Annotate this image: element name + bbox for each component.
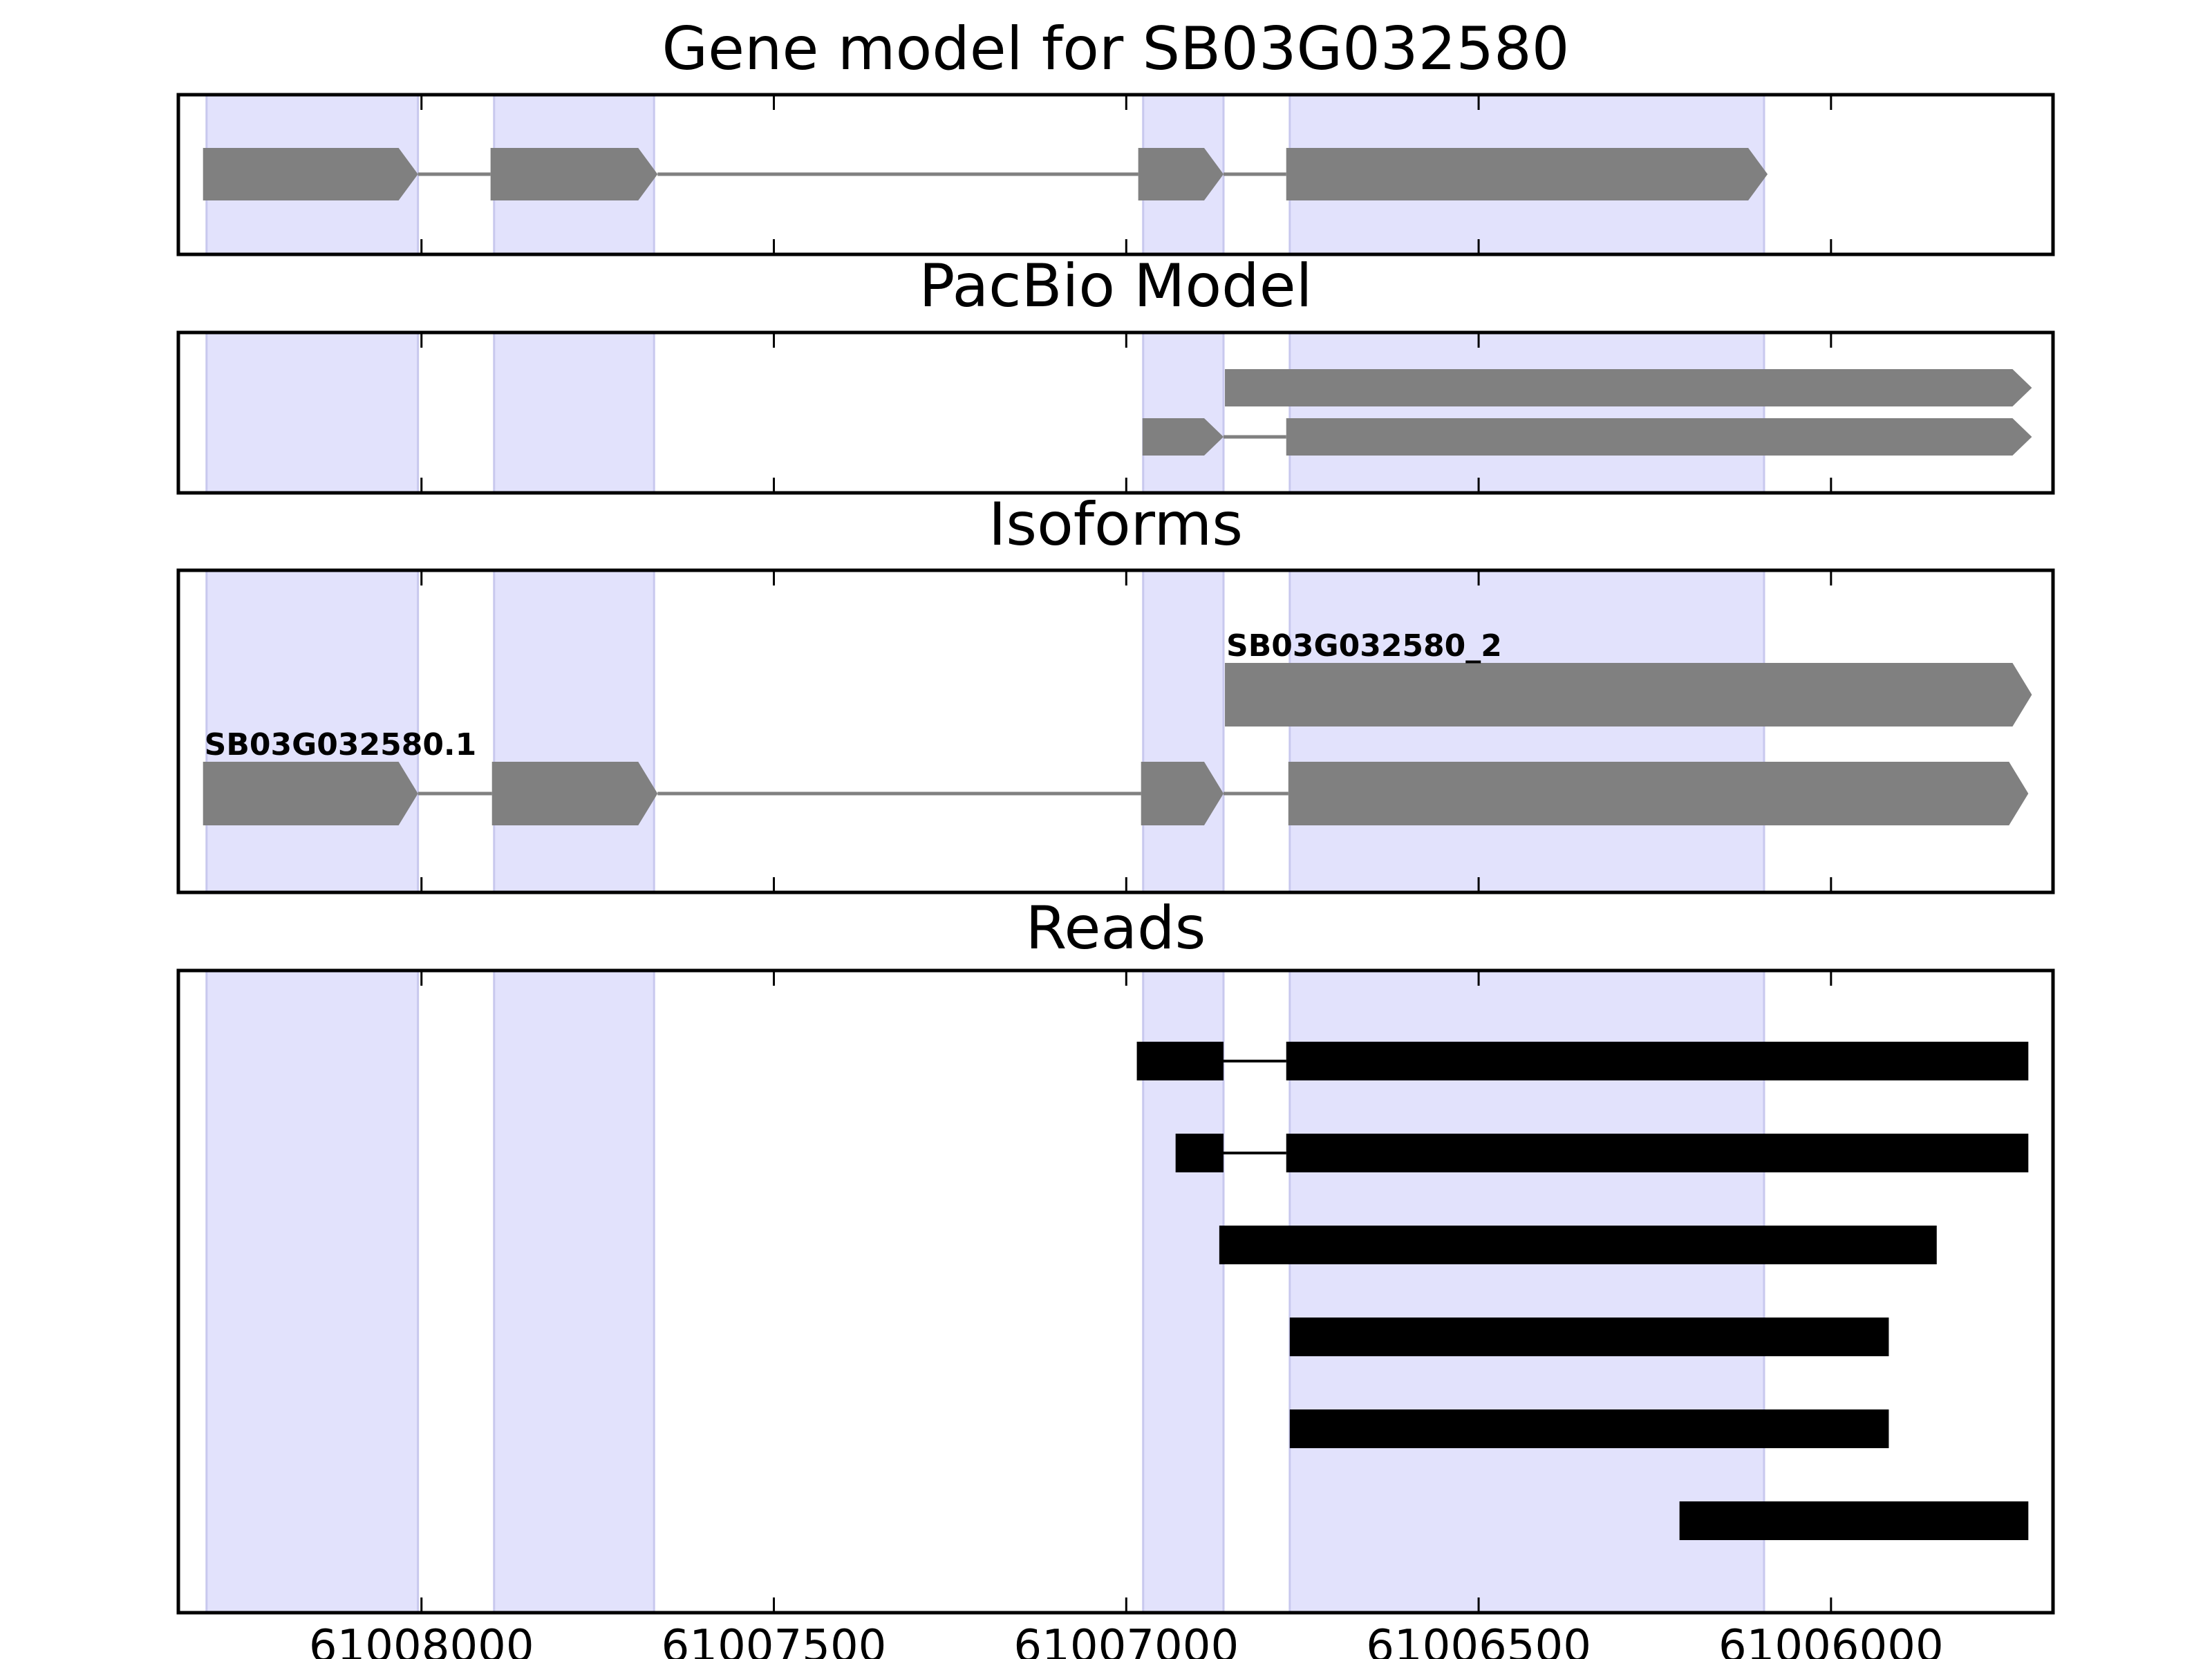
exon-shading-region <box>1142 331 1225 494</box>
exon-shading-region <box>205 969 420 1614</box>
panel-frame <box>176 968 2055 1615</box>
read-exon-block <box>1219 1226 1937 1264</box>
exon-arrow <box>1142 418 1224 456</box>
panel-title: Isoforms <box>988 490 1243 559</box>
panel-frame <box>176 330 2055 495</box>
panel-1: PacBio Model <box>176 252 2055 495</box>
exon-arrow <box>490 148 658 200</box>
exon-shading-region <box>1142 569 1225 894</box>
panel-frame <box>176 93 2055 256</box>
isoform-label: SB03G032580.1 <box>205 727 477 762</box>
exon-arrow <box>1225 663 2032 727</box>
panel-frame <box>176 568 2055 894</box>
exon-arrow <box>491 762 658 825</box>
exon-shading-region <box>493 569 655 894</box>
exon-arrow <box>1286 148 1768 200</box>
read-track <box>1175 1134 2029 1172</box>
read-exon-block <box>1175 1134 1224 1172</box>
read-exon-block <box>1136 1042 1224 1080</box>
read-track <box>1289 1318 1889 1356</box>
exon-shading-region <box>1288 569 1765 894</box>
read-exon-block <box>1679 1501 2029 1540</box>
exon-arrow <box>1138 148 1224 200</box>
exon-shading-region <box>1288 331 1765 494</box>
panel-0: Gene model for SB03G032580 <box>176 15 2055 256</box>
read-exon-block <box>1286 1134 2029 1172</box>
model-track <box>1142 418 2032 456</box>
isoform-label: SB03G032580_2 <box>1226 628 1502 664</box>
read-exon-block <box>1289 1409 1889 1448</box>
x-tick-label: 61006000 <box>1718 1621 1944 1659</box>
panel-title: Reads <box>1026 894 1206 963</box>
exon-arrow <box>203 148 418 200</box>
read-track <box>1136 1042 2029 1080</box>
exon-arrow <box>1141 762 1224 825</box>
read-exon-block <box>1289 1318 1889 1356</box>
panel-title: Gene model for SB03G032580 <box>662 15 1570 84</box>
read-track <box>1679 1501 2029 1540</box>
exon-arrow <box>1288 762 2029 825</box>
exon-shading-region <box>493 331 655 494</box>
exon-arrow <box>1286 418 2032 456</box>
exon-shading-region <box>205 331 420 494</box>
x-tick-label: 61008000 <box>309 1621 534 1659</box>
read-track <box>1289 1409 1889 1448</box>
exon-arrow <box>203 762 418 825</box>
x-tick-label: 61006500 <box>1366 1621 1591 1659</box>
exon-shading-region <box>205 569 420 894</box>
exon-shading-region <box>493 969 655 1614</box>
model-track <box>203 148 1768 200</box>
panel-3: Reads <box>176 894 2055 1615</box>
model-track: SB03G032580_2 <box>1225 628 2032 727</box>
x-tick-label: 61007500 <box>662 1621 887 1659</box>
exon-arrow <box>1225 369 2032 406</box>
read-track <box>1219 1226 1937 1264</box>
x-tick-label: 61007000 <box>1013 1621 1239 1659</box>
model-track: SB03G032580.1 <box>203 727 2029 825</box>
model-track <box>1225 369 2032 406</box>
panel-2: Isoforms SB03G032580_2 SB03G032580.1 <box>176 490 2055 894</box>
panel-title: PacBio Model <box>919 252 1312 321</box>
read-exon-block <box>1286 1042 2029 1080</box>
